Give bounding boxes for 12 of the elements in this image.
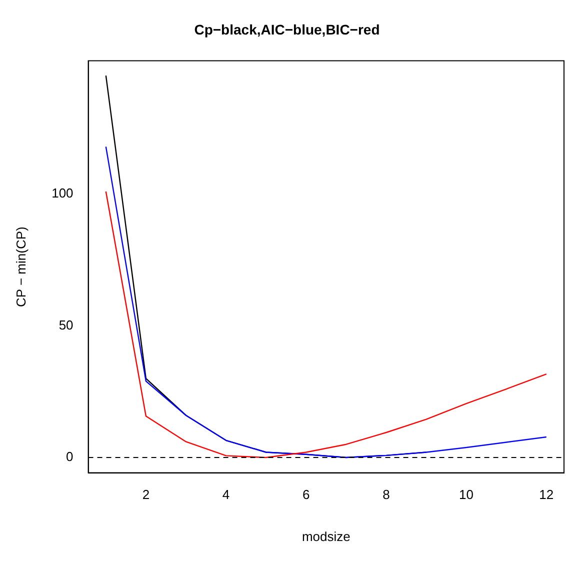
x-tick-label: 4: [222, 487, 230, 502]
x-axis-title: modsize: [302, 528, 350, 544]
chart-title: Cp−black,AIC−blue,BIC−red: [194, 21, 380, 38]
x-tick-label: 8: [382, 487, 390, 502]
y-tick-label: 0: [66, 449, 74, 464]
x-tick-label: 12: [539, 487, 554, 502]
x-tick-label: 10: [459, 487, 474, 502]
y-axis-title: CP − min(CP): [13, 226, 28, 307]
x-tick-label: 2: [142, 487, 150, 502]
y-tick-label: 50: [58, 317, 74, 332]
y-tick-label: 100: [52, 186, 74, 201]
x-tick-label: 6: [302, 487, 310, 502]
